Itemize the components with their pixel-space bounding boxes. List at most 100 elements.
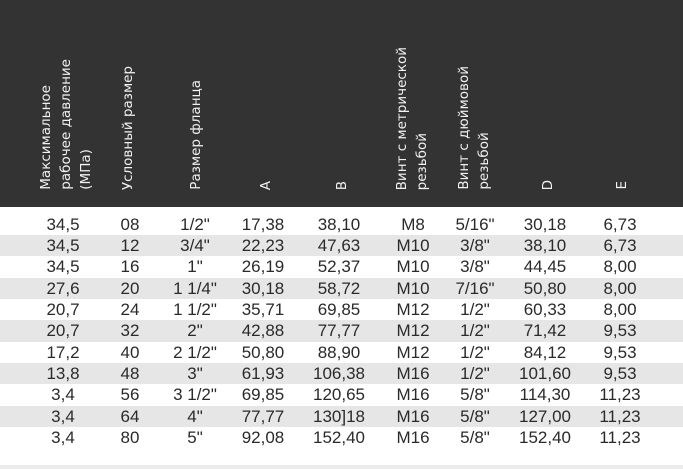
- table-cell: 16: [120, 257, 140, 277]
- table-cell: 8,00: [603, 278, 637, 298]
- table-cell: M10: [396, 278, 430, 298]
- table-cell: 6,73: [603, 214, 637, 234]
- table-cell: 35,71: [241, 299, 285, 319]
- table-cell: 2": [187, 321, 203, 341]
- table-cell: 9,53: [603, 321, 637, 341]
- table-cell: 8,00: [603, 257, 637, 277]
- table-row: 34,5 12 3/4" 22,23 47,63 M10 3/8" 38,10 6,73: [0, 234, 683, 257]
- table-cell: 3 1/2": [173, 385, 217, 405]
- table-cell: 106,38: [313, 363, 365, 383]
- table-cell: 56: [120, 385, 140, 405]
- table-cell: 1/2": [180, 214, 210, 234]
- table-cell: 52,37: [317, 257, 361, 277]
- table-cell: 34,5: [46, 235, 80, 255]
- table-cell: 77,77: [317, 321, 361, 341]
- table-cell: 22,23: [241, 235, 285, 255]
- table-cell: 69,85: [241, 385, 285, 405]
- table-cell: 1/2": [460, 321, 490, 341]
- table-cell: 11,23: [599, 428, 641, 447]
- table-cell: 114,30: [519, 385, 571, 405]
- table-cell: 27,6: [46, 278, 80, 298]
- table-cell: M16: [396, 385, 430, 405]
- header-inch-screw: Винт с дюймовой резьбой: [456, 66, 492, 190]
- table-cell: 1/2": [460, 342, 490, 362]
- table-cell: 32: [120, 321, 140, 341]
- table-cell: 13,8: [46, 363, 80, 383]
- table-cell: 1 1/4": [173, 278, 217, 298]
- table-cell: 69,85: [317, 299, 361, 319]
- table-cell: 3": [187, 363, 203, 383]
- header-d: D: [540, 179, 556, 190]
- table-cell: M16: [396, 406, 430, 426]
- table-cell: 17,2: [46, 342, 80, 362]
- table-cell: 3,4: [51, 385, 75, 405]
- table-cell: 50,80: [241, 342, 285, 362]
- table-cell: 34,5: [46, 214, 80, 234]
- table-cell: 44,45: [523, 257, 567, 277]
- table-cell: 61,93: [241, 363, 285, 383]
- table-cell: 7/16": [455, 278, 495, 298]
- header-flange-size: Размер фланца: [188, 80, 204, 190]
- table-cell: 3,4: [51, 428, 75, 447]
- table-cell: 20: [120, 278, 140, 298]
- table-cell: 130]18: [313, 406, 365, 426]
- table-cell: 12: [120, 235, 140, 255]
- header-b: B: [334, 180, 350, 190]
- table-cell: 84,12: [523, 342, 567, 362]
- table-cell: 101,60: [519, 363, 571, 383]
- table-cell: 3/8": [460, 257, 490, 277]
- table-cell: 50,80: [523, 278, 567, 298]
- table-cell: 80: [120, 428, 140, 447]
- table-cell: 71,42: [523, 321, 567, 341]
- table-cell: 11,23: [599, 406, 641, 426]
- table-cell: 5/8": [460, 428, 490, 447]
- table-cell: 38,10: [523, 235, 567, 255]
- table-cell: M16: [396, 428, 430, 447]
- table-cell: 2 1/2": [173, 342, 217, 362]
- table-cell: 8,00: [603, 299, 637, 319]
- table-cell: 152,40: [519, 428, 571, 447]
- table-cell: 1/2": [460, 363, 490, 383]
- header-max-pressure: Максимальное рабочее давление (МПа): [38, 59, 94, 190]
- table-cell: 20,7: [46, 321, 80, 341]
- table-cell: 60,33: [523, 299, 567, 319]
- header-metric-screw: Винт с метрической резьбой: [394, 46, 430, 190]
- table-cell: 40: [120, 342, 140, 362]
- table-cell: 26,19: [241, 257, 285, 277]
- table-row: 20,7 24 1 1/2" 35,71 69,85 M12 1/2" 60,33 8,00: [0, 299, 683, 320]
- table-cell: M8: [401, 214, 425, 234]
- table-cell: 3,4: [51, 406, 75, 426]
- table-cell: 3/4": [180, 235, 210, 255]
- header-e: E: [614, 181, 630, 190]
- table-cell: 30,18: [523, 214, 567, 234]
- table-cell: 152,40: [313, 428, 365, 447]
- table-cell: M16: [396, 363, 430, 383]
- table-cell: 42,88: [241, 321, 285, 341]
- table-cell: M12: [396, 342, 430, 362]
- table-cell: 64: [120, 406, 140, 426]
- table-cell: 20,7: [46, 299, 80, 319]
- table-cell: 127,00: [519, 406, 571, 426]
- table-cell: 9,53: [603, 363, 637, 383]
- table-header: Максимальное рабочее давление (МПа) Услов…: [0, 0, 683, 207]
- table-cell: 08: [120, 214, 140, 234]
- table-row: 17,2 40 2 1/2" 50,80 88,90 M12 1/2" 84,12 9,53: [0, 342, 683, 363]
- table-row: 3,4 80 5" 92,08 152,40 M16 5/8" 152,40 11,23: [0, 427, 683, 448]
- table-cell: 47,63: [317, 235, 361, 255]
- table-cell: M12: [396, 299, 430, 319]
- table-cell: M10: [396, 235, 430, 255]
- table-cell: 48: [120, 363, 140, 383]
- table-cell: 4": [187, 406, 203, 426]
- table-cell: 1/2": [460, 299, 490, 319]
- table-cell: M12: [396, 321, 430, 341]
- table-cell: 77,77: [241, 406, 285, 426]
- table-row: 13,8 48 3" 61,93 106,38 M16 1/2" 101,60 9,53: [0, 362, 683, 385]
- table-cell: 88,90: [317, 342, 361, 362]
- table-cell: 120,65: [313, 385, 365, 405]
- table-cell: 24: [120, 299, 140, 319]
- table-cell: 92,08: [241, 428, 285, 447]
- table-cell: 5": [187, 428, 203, 447]
- table-cell: 58,72: [317, 278, 361, 298]
- header-nominal-size: Условный размер: [120, 65, 136, 190]
- table-cell: 5/16": [455, 214, 495, 234]
